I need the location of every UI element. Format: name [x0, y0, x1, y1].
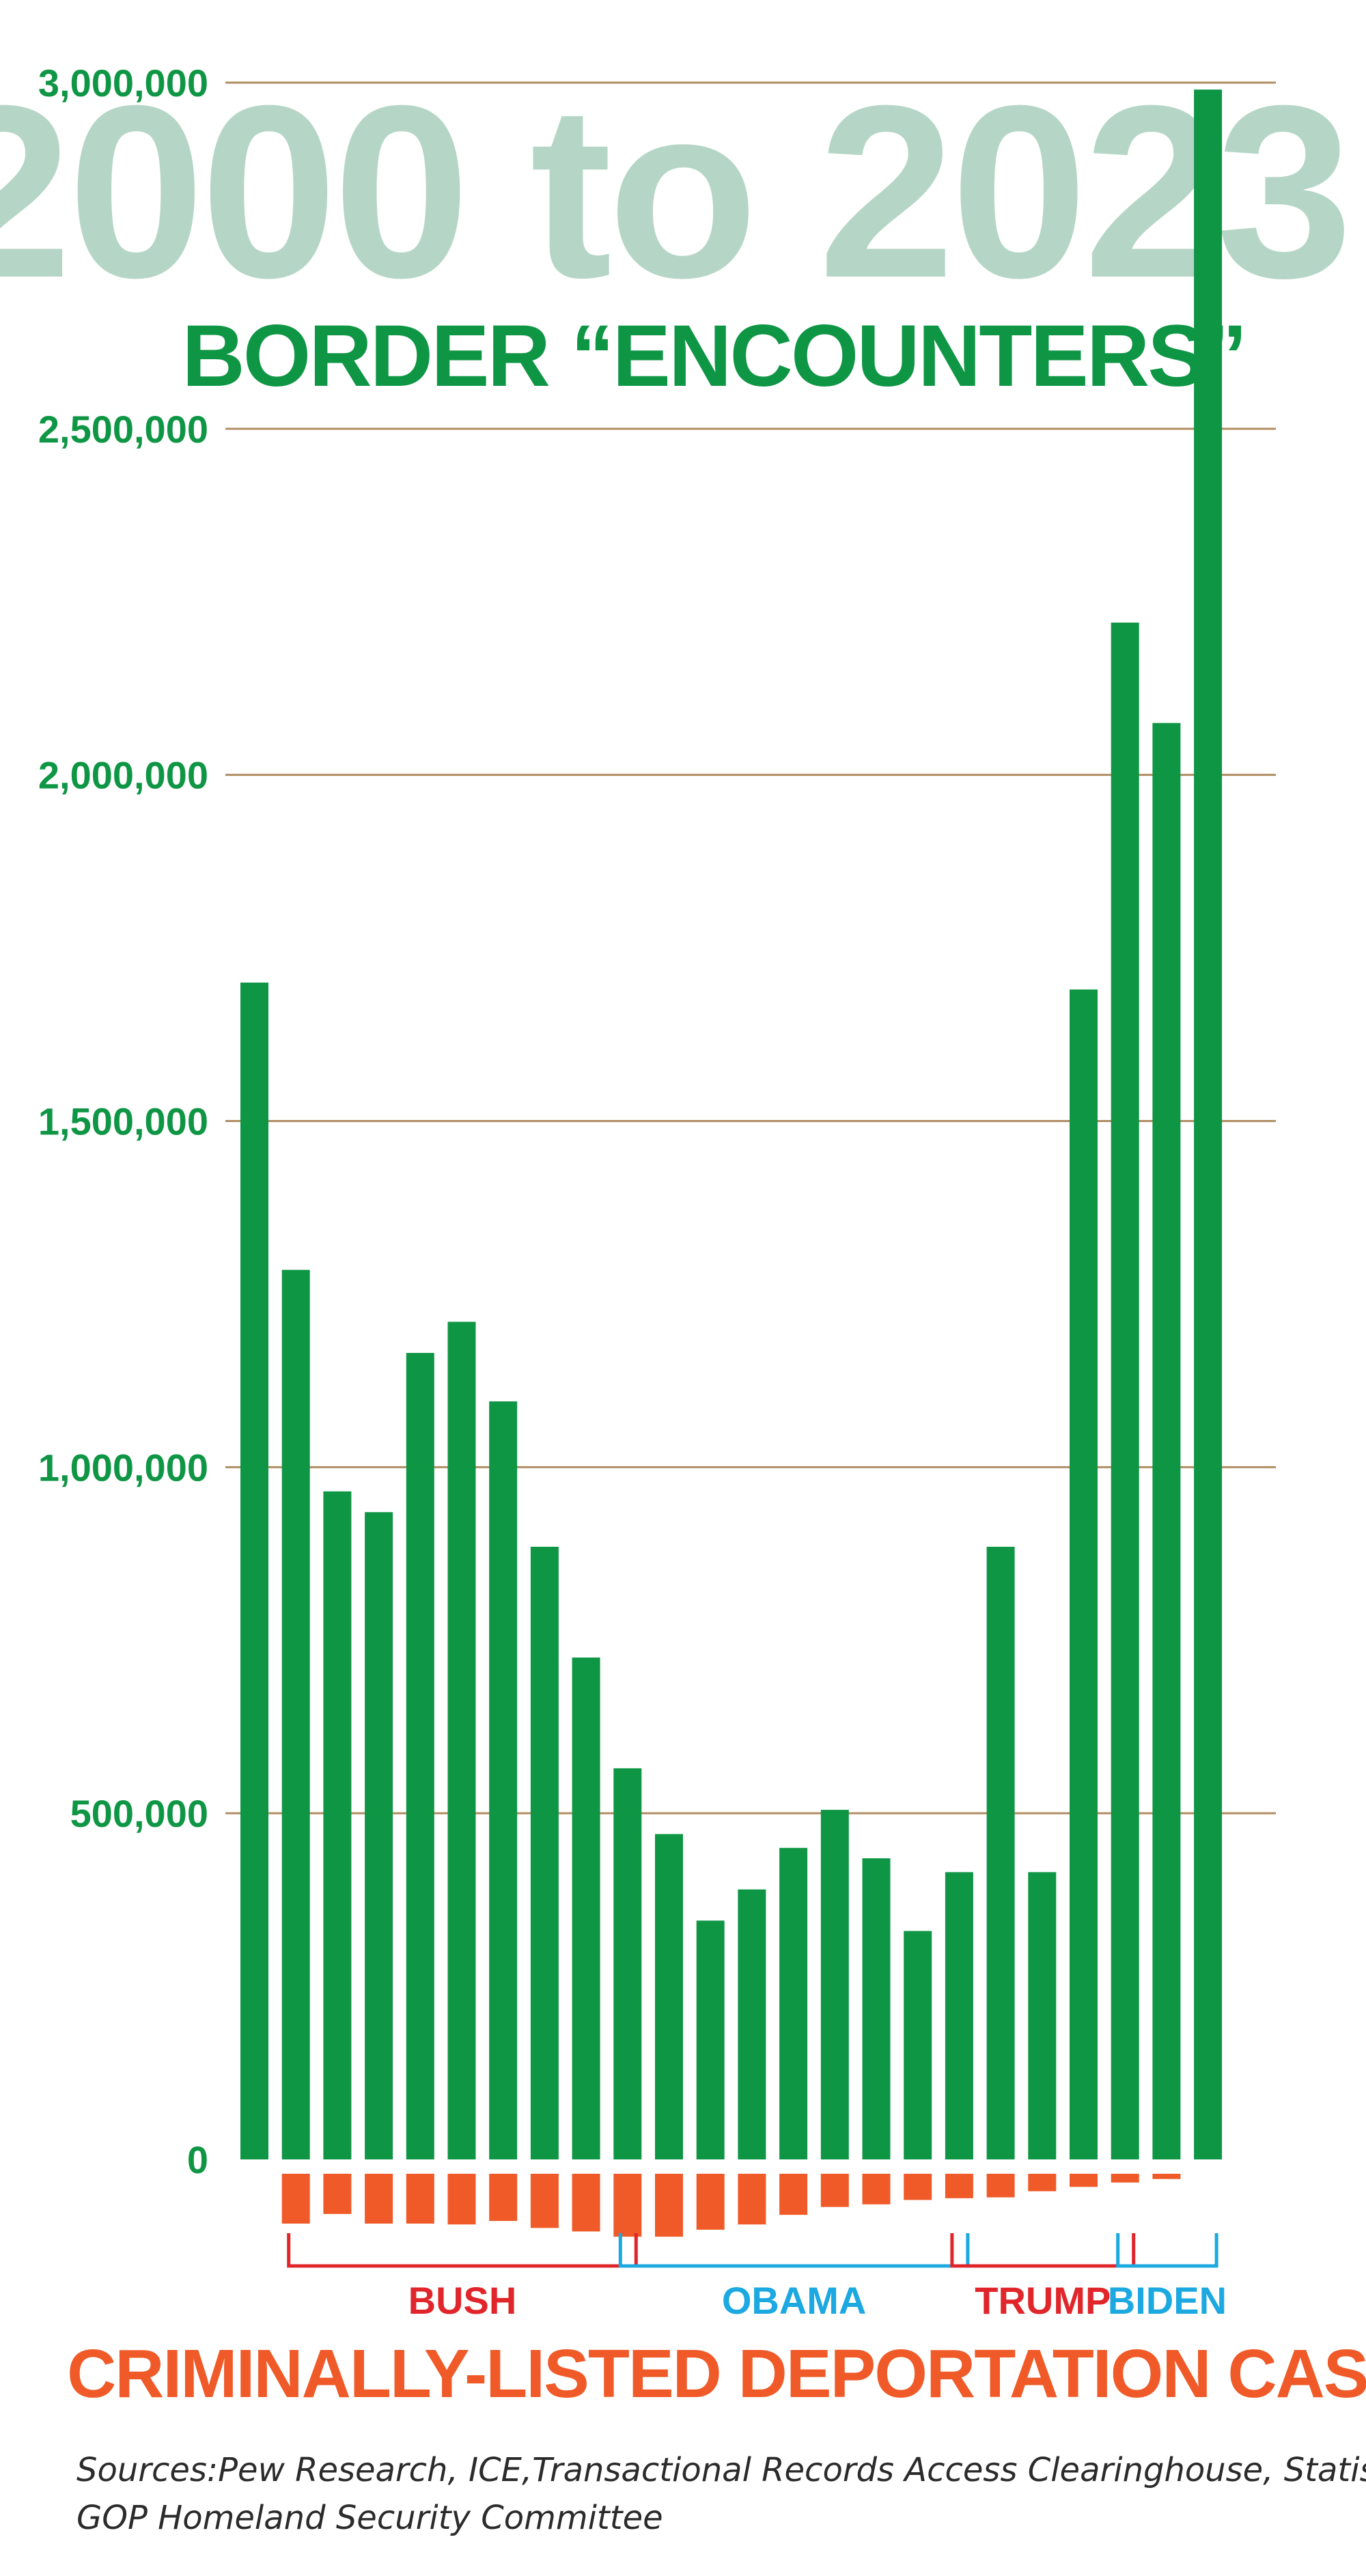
deportation-bar-2017 — [945, 2174, 973, 2198]
bar-2011 — [696, 1920, 725, 2159]
source-line-1: Sources:Pew Research, ICE,Transactional … — [76, 2451, 1366, 2489]
era-label-obama: OBAMA — [722, 2279, 867, 2322]
deportation-bar-2013 — [779, 2174, 808, 2215]
era-label-bush: BUSH — [408, 2279, 517, 2322]
deportation-bar-2005 — [447, 2174, 476, 2225]
bar-2013 — [779, 1847, 808, 2159]
bar-2009 — [613, 1768, 642, 2159]
chart-titles: 2000 to 2023 BORDER “ENCOUNTERS” — [0, 55, 1353, 405]
bar-2012 — [738, 1889, 766, 2159]
era-bracket-bush — [287, 2233, 638, 2268]
bar-2010 — [655, 1834, 683, 2159]
deportation-bar-2020 — [1070, 2174, 1098, 2187]
bar-2003 — [365, 1512, 393, 2159]
chart-title: 2000 to 2023 — [0, 55, 1349, 329]
deportation-bar-2014 — [820, 2174, 849, 2207]
bar-2001 — [281, 1270, 310, 2159]
y-tick-label: 3,000,000 — [38, 61, 208, 104]
y-tick-label: 2,500,000 — [38, 408, 208, 451]
era-label-trump: TRUMP — [975, 2279, 1111, 2322]
bar-2019 — [1028, 1872, 1057, 2159]
bar-2018 — [986, 1546, 1015, 2159]
deportation-bar-2018 — [986, 2174, 1015, 2198]
bar-2023 — [1194, 89, 1223, 2159]
y-tick-label: 500,000 — [70, 1792, 208, 1835]
deportation-bar-2001 — [281, 2174, 310, 2224]
bar-2005 — [447, 1321, 476, 2159]
bar-2014 — [820, 1810, 849, 2159]
deportation-bar-2002 — [323, 2174, 352, 2214]
bar-2000 — [240, 982, 268, 2159]
bottom-series-title: CRIMINALLY-LISTED DEPORTATION CASES — [67, 2336, 1366, 2412]
era-bracket-biden — [1116, 2233, 1218, 2268]
y-tick-label: 0 — [187, 2138, 208, 2181]
deportation-bar-2010 — [655, 2174, 683, 2237]
era-bracket-trump — [950, 2233, 1136, 2268]
chart-subtitle: BORDER “ENCOUNTERS” — [182, 307, 1245, 405]
deportation-bar-2022 — [1152, 2174, 1181, 2179]
deportation-bar-2021 — [1111, 2174, 1139, 2183]
deportation-bar-2004 — [406, 2174, 434, 2224]
y-tick-label: 1,500,000 — [38, 1100, 208, 1143]
encounter-bars — [240, 89, 1223, 2160]
bar-2002 — [323, 1491, 352, 2159]
gridlines — [225, 81, 1276, 1815]
deportation-bar-2008 — [572, 2174, 600, 2232]
bar-2017 — [945, 1872, 973, 2159]
era-bracket-obama — [618, 2233, 970, 2268]
bar-2022 — [1152, 723, 1181, 2160]
bar-2004 — [406, 1353, 434, 2159]
source-line-2: GOP Homeland Security Committee — [76, 2499, 663, 2537]
bar-2007 — [530, 1546, 559, 2159]
deportation-bar-2009 — [613, 2174, 642, 2237]
bar-2015 — [862, 1858, 891, 2159]
deportation-bar-2016 — [904, 2174, 932, 2200]
y-axis-tick-labels: 0 500,000 1,000,000 1,500,000 2,000,000 2,500… — [38, 61, 208, 2181]
bar-2021 — [1111, 622, 1139, 2160]
era-label-biden: BIDEN — [1108, 2279, 1227, 2322]
bar-2008 — [572, 1657, 600, 2159]
deportation-bar-2007 — [530, 2174, 559, 2228]
deportation-bar-2012 — [738, 2174, 766, 2225]
bar-2016 — [904, 1931, 932, 2159]
deportation-bar-2003 — [365, 2174, 393, 2224]
bar-2020 — [1070, 989, 1098, 2159]
y-tick-label: 1,000,000 — [38, 1446, 208, 1489]
deportation-bar-2019 — [1028, 2174, 1057, 2192]
deportation-bar-2011 — [696, 2174, 725, 2230]
deportation-bars — [281, 2174, 1181, 2237]
bar-2006 — [489, 1401, 518, 2159]
deportation-bar-2006 — [489, 2174, 518, 2222]
y-tick-label: 2,000,000 — [38, 754, 208, 797]
deportation-bar-2015 — [862, 2174, 891, 2204]
